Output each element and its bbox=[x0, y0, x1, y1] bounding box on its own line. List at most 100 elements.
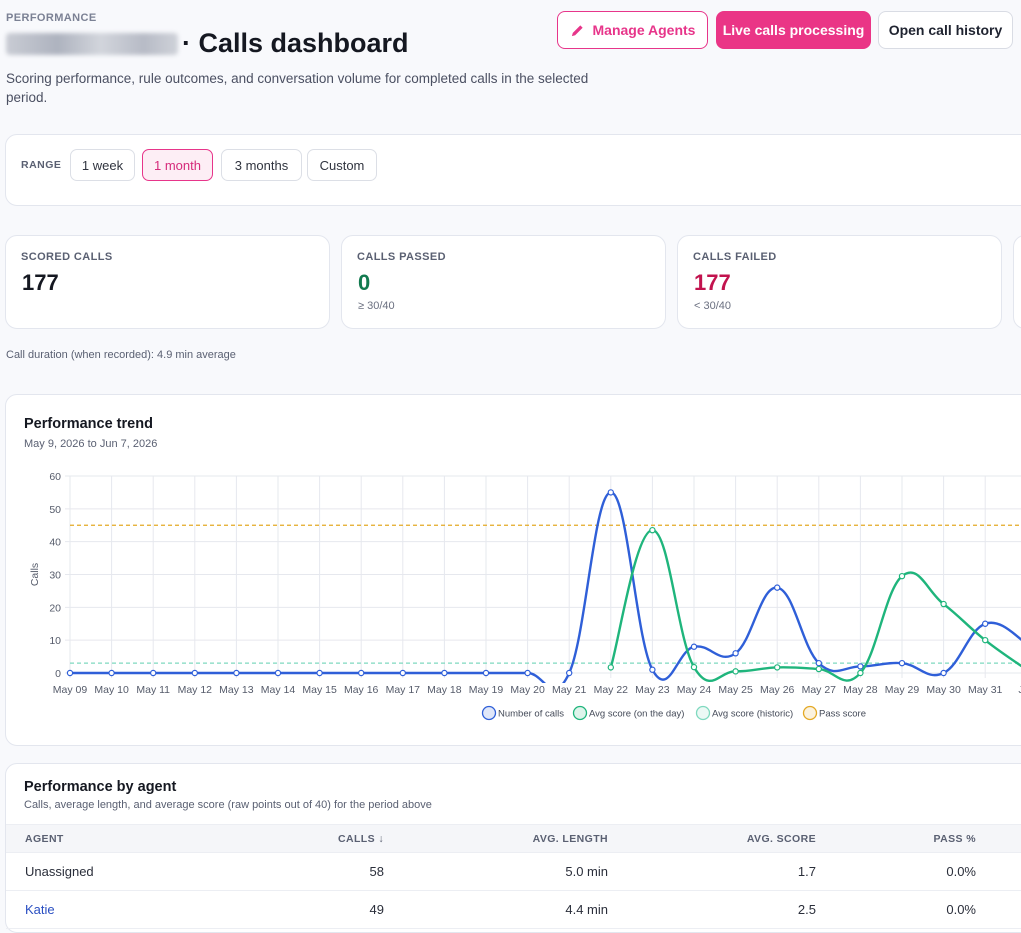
x-tick-label: May 15 bbox=[302, 684, 337, 696]
x-tick-label: Jun bbox=[1018, 684, 1021, 696]
data-point-number-of-calls bbox=[399, 669, 406, 677]
stat-value: 177 bbox=[694, 270, 731, 295]
data-point-number-of-calls bbox=[233, 669, 240, 677]
legend-swatch bbox=[695, 705, 711, 721]
stat-card-failed: CALLS FAILED 177 < 30/40 bbox=[677, 235, 1002, 329]
page-eyebrow: PERFORMANCE bbox=[6, 12, 97, 24]
x-tick-label: May 09 bbox=[53, 684, 88, 696]
x-tick-label: May 20 bbox=[510, 684, 545, 696]
data-point-avg-score-on-the-day- bbox=[732, 668, 739, 675]
data-point-number-of-calls bbox=[191, 669, 198, 677]
data-point-avg-score-on-the-day- bbox=[857, 669, 864, 677]
agents-subtitle: Calls, average length, and average score… bbox=[24, 799, 432, 811]
col-pass-pct[interactable]: PASS % bbox=[933, 833, 976, 845]
data-point-avg-score-on-the-day- bbox=[607, 664, 615, 671]
agent-calls: 49 bbox=[369, 902, 384, 917]
data-point-number-of-calls bbox=[857, 663, 864, 670]
open-call-history-button[interactable]: Open call history bbox=[878, 11, 1013, 49]
table-row[interactable]: Katie 49 4.4 min 2.5 0.0% bbox=[6, 891, 1021, 929]
performance-trend-chart: 0 10 20 30 40 50 60 May 09 May 10 May 11 May 12 May… bbox=[29, 471, 1021, 721]
agent-pass: 0.0% bbox=[946, 864, 976, 879]
agent-name-link[interactable]: Katie bbox=[25, 902, 55, 917]
data-point-number-of-calls bbox=[66, 669, 74, 677]
y-tick-label: 0 bbox=[55, 668, 61, 680]
redacted-workspace-name bbox=[6, 32, 178, 55]
x-tick-label: May 14 bbox=[261, 684, 296, 696]
y-tick-label: 60 bbox=[49, 471, 61, 483]
range-1-week[interactable]: 1 week bbox=[70, 149, 135, 181]
legend-swatch bbox=[802, 705, 818, 721]
data-point-avg-score-on-the-day- bbox=[815, 665, 823, 673]
col-agent[interactable]: AGENT bbox=[25, 833, 64, 845]
data-point-number-of-calls bbox=[149, 669, 157, 677]
data-point-number-of-calls bbox=[649, 666, 656, 673]
duration-note: Call duration (when recorded): 4.9 min a… bbox=[6, 349, 236, 361]
agent-calls: 58 bbox=[369, 864, 384, 879]
y-tick-label: 50 bbox=[49, 504, 61, 516]
series-line-number-of-calls bbox=[70, 491, 1021, 683]
data-point-number-of-calls bbox=[482, 669, 490, 677]
y-tick-label: 40 bbox=[49, 537, 61, 549]
col-avg-length[interactable]: AVG. LENGTH bbox=[532, 833, 608, 845]
data-point-number-of-calls bbox=[108, 669, 115, 677]
y-tick-label: 30 bbox=[49, 570, 61, 582]
performance-by-agent-card: Performance by agent Calls, average leng… bbox=[5, 763, 1021, 933]
x-tick-label: May 23 bbox=[635, 684, 670, 696]
legend-label: Pass score bbox=[819, 709, 866, 720]
legend-label: Number of calls bbox=[498, 709, 564, 720]
agent-length: 4.4 min bbox=[565, 902, 608, 917]
stat-sub: < 30/40 bbox=[694, 300, 732, 312]
data-point-number-of-calls bbox=[774, 584, 781, 591]
legend-label: Avg score (historic) bbox=[712, 709, 793, 720]
data-point-number-of-calls bbox=[607, 489, 615, 496]
stat-label: CALLS PASSED bbox=[357, 251, 446, 263]
trend-title: Performance trend bbox=[24, 416, 153, 432]
performance-trend-card: Performance trend May 9, 2026 to Jun 7, … bbox=[5, 394, 1021, 746]
data-point-avg-score-on-the-day- bbox=[940, 600, 947, 608]
range-custom[interactable]: Custom bbox=[307, 149, 377, 181]
stat-card-partial bbox=[1013, 235, 1021, 329]
data-point-number-of-calls bbox=[274, 669, 282, 677]
agents-title: Performance by agent bbox=[24, 779, 177, 795]
stat-value: 0 bbox=[358, 270, 371, 295]
agent-score: 1.7 bbox=[797, 864, 816, 879]
page-subtitle: Scoring performance, rule outcomes, and … bbox=[6, 71, 589, 105]
x-tick-label: May 10 bbox=[94, 684, 129, 696]
pencil-icon bbox=[571, 24, 583, 36]
title-row: · Calls dashboard bbox=[6, 28, 409, 59]
data-point-number-of-calls bbox=[982, 620, 989, 627]
live-calls-button[interactable]: Live calls processing bbox=[716, 11, 871, 49]
x-tick-label: May 31 bbox=[968, 684, 1003, 696]
manage-agents-label: Manage Agents bbox=[592, 22, 696, 38]
x-tick-label: May 21 bbox=[552, 684, 587, 696]
data-point-number-of-calls bbox=[815, 659, 823, 667]
x-tick-label: May 22 bbox=[594, 684, 629, 696]
data-point-number-of-calls bbox=[441, 669, 448, 677]
agent-pass: 0.0% bbox=[946, 902, 976, 917]
col-calls[interactable]: CALLS ↓ bbox=[338, 833, 384, 845]
x-tick-label: May 13 bbox=[219, 684, 254, 696]
range-3-months[interactable]: 3 months bbox=[221, 149, 302, 181]
x-tick-label: May 25 bbox=[718, 684, 753, 696]
x-tick-label: May 17 bbox=[386, 684, 421, 696]
legend-swatch bbox=[572, 705, 588, 721]
manage-agents-button[interactable]: Manage Agents bbox=[557, 11, 708, 49]
legend-label: Avg score (on the day) bbox=[589, 709, 684, 720]
range-1-month[interactable]: 1 month bbox=[142, 149, 213, 181]
x-tick-label: May 24 bbox=[677, 684, 712, 696]
stat-value: 177 bbox=[22, 270, 59, 295]
agent-length: 5.0 min bbox=[565, 864, 608, 879]
y-tick-label: 10 bbox=[49, 635, 61, 647]
data-point-number-of-calls bbox=[316, 669, 323, 677]
data-point-number-of-calls bbox=[898, 659, 906, 667]
col-avg-score[interactable]: AVG. SCORE bbox=[746, 833, 816, 845]
x-tick-label: May 29 bbox=[885, 684, 920, 696]
y-tick-label: 20 bbox=[49, 602, 61, 614]
data-point-number-of-calls bbox=[566, 669, 573, 677]
x-tick-label: May 19 bbox=[469, 684, 504, 696]
table-row[interactable]: Unassigned 58 5.0 min 1.7 0.0% bbox=[6, 853, 1021, 891]
data-point-number-of-calls bbox=[732, 650, 739, 657]
data-point-number-of-calls bbox=[940, 669, 947, 677]
trend-subtitle: May 9, 2026 to Jun 7, 2026 bbox=[24, 438, 158, 450]
x-tick-label: May 28 bbox=[843, 684, 878, 696]
